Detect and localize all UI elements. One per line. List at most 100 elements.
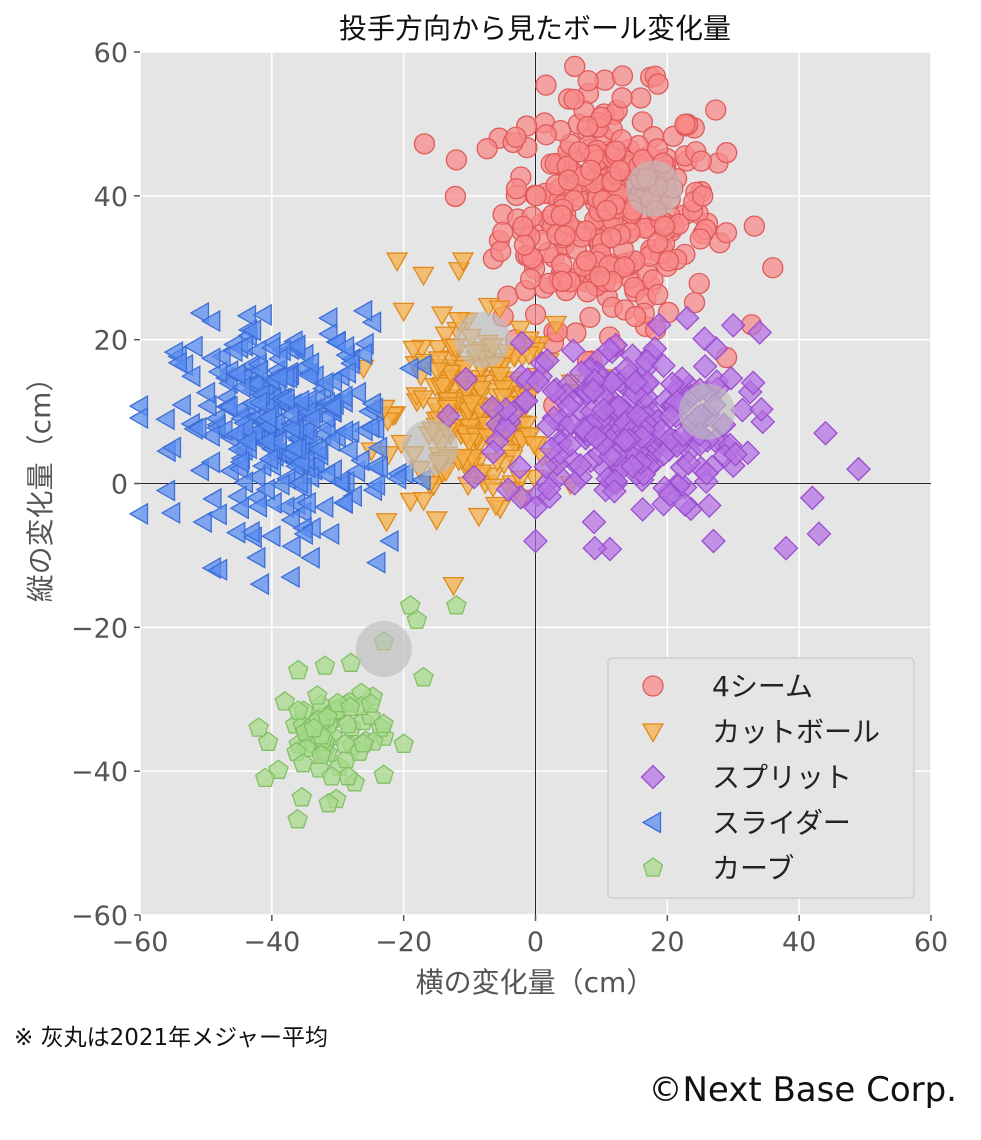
data-point xyxy=(365,551,386,574)
data-point xyxy=(647,73,669,95)
data-point xyxy=(345,460,366,483)
data-point xyxy=(523,495,549,521)
data-point xyxy=(244,371,265,395)
data-point xyxy=(554,225,576,247)
data-point xyxy=(207,503,227,526)
data-point xyxy=(434,326,457,346)
legend-marker xyxy=(642,675,664,697)
data-point xyxy=(398,357,419,380)
data-point xyxy=(580,377,606,403)
legend-marker xyxy=(641,723,665,743)
data-point xyxy=(596,199,618,222)
data-point xyxy=(525,185,548,207)
data-point xyxy=(333,491,353,514)
data-point xyxy=(505,126,527,148)
data-point xyxy=(261,525,281,548)
data-point xyxy=(773,535,799,561)
data-point xyxy=(580,159,602,181)
data-point xyxy=(257,405,277,429)
data-point xyxy=(224,422,245,446)
data-point xyxy=(319,522,340,545)
data-point xyxy=(392,302,415,323)
data-point xyxy=(567,452,593,478)
legend-box xyxy=(607,657,915,899)
data-point xyxy=(657,482,683,508)
mlb-average-markers xyxy=(355,160,735,677)
data-point xyxy=(509,330,535,356)
data-point xyxy=(630,87,652,109)
data-point xyxy=(519,268,542,290)
data-point xyxy=(575,250,598,272)
data-point xyxy=(412,390,435,410)
x-tick-label: 40 xyxy=(782,927,816,958)
data-point xyxy=(315,463,336,486)
data-point xyxy=(453,366,479,392)
data-point xyxy=(200,451,221,474)
legend-marker xyxy=(642,857,664,877)
data-point xyxy=(353,732,374,753)
data-point xyxy=(412,492,435,512)
legend-label: スライダー xyxy=(712,807,851,840)
data-point xyxy=(360,693,382,713)
data-point xyxy=(451,252,475,272)
data-point xyxy=(258,447,279,471)
data-point xyxy=(280,508,300,532)
data-point xyxy=(373,713,394,734)
data-point xyxy=(246,466,266,489)
data-point xyxy=(363,455,384,478)
y-tick-label: −40 xyxy=(71,757,128,788)
data-point xyxy=(716,142,738,164)
data-point xyxy=(806,521,832,547)
data-point xyxy=(558,410,583,436)
data-point xyxy=(545,315,568,336)
data-point xyxy=(576,115,599,138)
data-point xyxy=(307,438,327,461)
mlb-average-marker xyxy=(626,160,683,217)
data-point xyxy=(601,478,627,504)
data-point xyxy=(575,220,597,242)
data-point xyxy=(283,437,303,460)
data-point xyxy=(672,492,698,518)
data-point xyxy=(320,429,341,453)
data-point xyxy=(431,376,454,397)
data-point xyxy=(241,319,262,342)
data-point xyxy=(451,449,474,469)
data-point xyxy=(694,460,719,486)
data-point xyxy=(600,226,622,249)
data-point xyxy=(240,520,260,544)
data-point xyxy=(399,492,422,513)
data-point xyxy=(350,449,370,472)
data-point xyxy=(360,416,380,439)
data-point xyxy=(535,413,561,439)
data-point xyxy=(399,594,421,615)
scatter-chart: −60 −40 −20 0 20 40 60 −60 −40 −20 0 20 40 60 投手方向から… xyxy=(24,12,948,999)
series-4 xyxy=(248,594,467,829)
data-point xyxy=(267,430,288,453)
data-point xyxy=(688,272,710,295)
data-point xyxy=(195,381,216,404)
data-point xyxy=(321,395,342,418)
data-point xyxy=(620,453,645,479)
data-point xyxy=(295,419,315,442)
data-point xyxy=(333,385,353,408)
data-point xyxy=(413,666,434,687)
data-point xyxy=(128,406,149,430)
data-point xyxy=(577,70,599,92)
data-point xyxy=(313,495,334,519)
data-point xyxy=(255,430,276,453)
data-point xyxy=(346,381,367,404)
data-point xyxy=(493,416,519,442)
series-2 xyxy=(435,305,871,562)
data-point xyxy=(564,55,586,78)
data-point xyxy=(723,441,748,467)
data-point xyxy=(631,111,654,133)
data-point xyxy=(846,456,871,482)
data-point xyxy=(582,535,608,561)
data-point xyxy=(484,496,508,517)
data-point xyxy=(611,87,633,109)
data-point xyxy=(489,240,512,262)
mlb-average-marker xyxy=(678,383,735,440)
data-point xyxy=(748,396,774,422)
data-point xyxy=(589,265,611,288)
data-point xyxy=(535,74,557,96)
